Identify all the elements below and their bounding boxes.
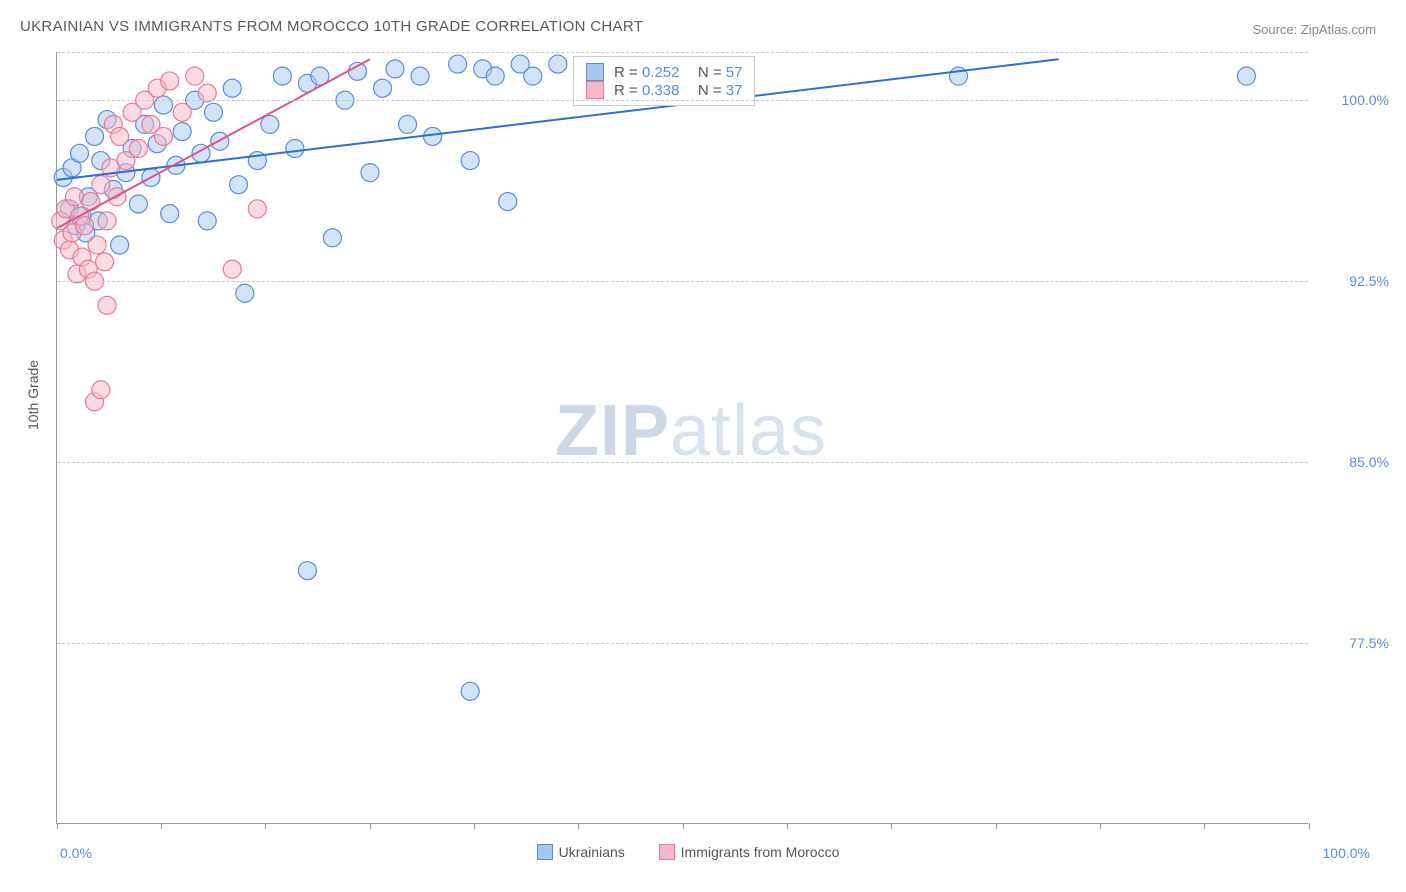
data-point	[461, 152, 479, 170]
x-tick	[1204, 823, 1205, 829]
y-tick-label: 77.5%	[1319, 635, 1389, 651]
x-tick	[683, 823, 684, 829]
data-point	[449, 55, 467, 73]
x-tick	[57, 823, 58, 829]
data-point	[173, 123, 191, 141]
stats-swatch	[586, 81, 604, 99]
data-point	[524, 67, 542, 85]
stats-legend-box: R = 0.252 N = 57R = 0.338 N = 37	[573, 56, 755, 106]
gridline	[57, 462, 1308, 463]
legend-swatch-2	[659, 844, 675, 860]
x-tick	[891, 823, 892, 829]
x-tick	[370, 823, 371, 829]
y-tick-label: 100.0%	[1319, 92, 1389, 108]
data-point	[374, 79, 392, 97]
data-point	[129, 195, 147, 213]
data-point	[88, 236, 106, 254]
data-point	[205, 103, 223, 121]
data-point	[248, 200, 266, 218]
data-point	[198, 212, 216, 230]
gridline	[57, 100, 1308, 101]
data-point	[86, 127, 104, 145]
source-prefix: Source:	[1252, 22, 1300, 37]
data-point	[96, 253, 114, 271]
data-point	[461, 682, 479, 700]
data-point	[82, 193, 100, 211]
stats-row: R = 0.252 N = 57	[586, 63, 742, 81]
data-point	[486, 67, 504, 85]
data-point	[161, 72, 179, 90]
legend-label-2: Immigrants from Morocco	[681, 844, 840, 860]
data-point	[173, 103, 191, 121]
data-point	[273, 67, 291, 85]
y-tick-label: 92.5%	[1319, 273, 1389, 289]
stats-r-label: R = 0.338	[614, 82, 679, 99]
data-point	[154, 96, 172, 114]
data-point	[92, 381, 110, 399]
chart-plot-area: R = 0.252 N = 57R = 0.338 N = 37 77.5%85…	[56, 52, 1308, 824]
gridline	[57, 643, 1308, 644]
x-tick	[161, 823, 162, 829]
stats-n-label: N = 57	[689, 64, 742, 81]
bottom-legend: Ukrainians Immigrants from Morocco	[0, 843, 1406, 860]
data-point	[92, 176, 110, 194]
x-tick	[578, 823, 579, 829]
data-point	[298, 562, 316, 580]
gridline	[57, 281, 1308, 282]
data-point	[161, 205, 179, 223]
x-tick	[1100, 823, 1101, 829]
stats-swatch	[586, 63, 604, 81]
data-point	[323, 229, 341, 247]
data-point	[230, 176, 248, 194]
data-point	[399, 115, 417, 133]
stats-n-label: N = 37	[689, 82, 742, 99]
data-point	[111, 127, 129, 145]
scatter-svg	[57, 52, 1309, 824]
data-point	[286, 140, 304, 158]
chart-title: UKRAINIAN VS IMMIGRANTS FROM MOROCCO 10T…	[20, 18, 643, 35]
data-point	[71, 144, 89, 162]
gridline	[57, 52, 1308, 53]
data-point	[549, 55, 567, 73]
source-credit: Source: ZipAtlas.com	[1252, 22, 1376, 37]
stats-row: R = 0.338 N = 37	[586, 81, 742, 99]
x-tick	[265, 823, 266, 829]
legend-label-1: Ukrainians	[559, 844, 625, 860]
data-point	[98, 212, 116, 230]
data-point	[261, 115, 279, 133]
data-point	[111, 236, 129, 254]
data-point	[223, 260, 241, 278]
data-point	[499, 193, 517, 211]
data-point	[223, 79, 241, 97]
data-point	[98, 296, 116, 314]
x-tick	[1309, 823, 1310, 829]
x-tick	[787, 823, 788, 829]
data-point	[66, 188, 84, 206]
data-point	[186, 67, 204, 85]
data-point	[424, 127, 442, 145]
y-tick-label: 85.0%	[1319, 454, 1389, 470]
data-point	[361, 164, 379, 182]
data-point	[1237, 67, 1255, 85]
data-point	[411, 67, 429, 85]
trend-line	[57, 59, 370, 228]
data-point	[76, 217, 94, 235]
x-tick	[996, 823, 997, 829]
x-tick	[474, 823, 475, 829]
source-link[interactable]: ZipAtlas.com	[1301, 22, 1376, 37]
y-axis-label: 10th Grade	[25, 360, 41, 430]
stats-r-label: R = 0.252	[614, 64, 679, 81]
data-point	[129, 140, 147, 158]
data-point	[154, 127, 172, 145]
data-point	[386, 60, 404, 78]
legend-swatch-1	[537, 844, 553, 860]
data-point	[236, 284, 254, 302]
